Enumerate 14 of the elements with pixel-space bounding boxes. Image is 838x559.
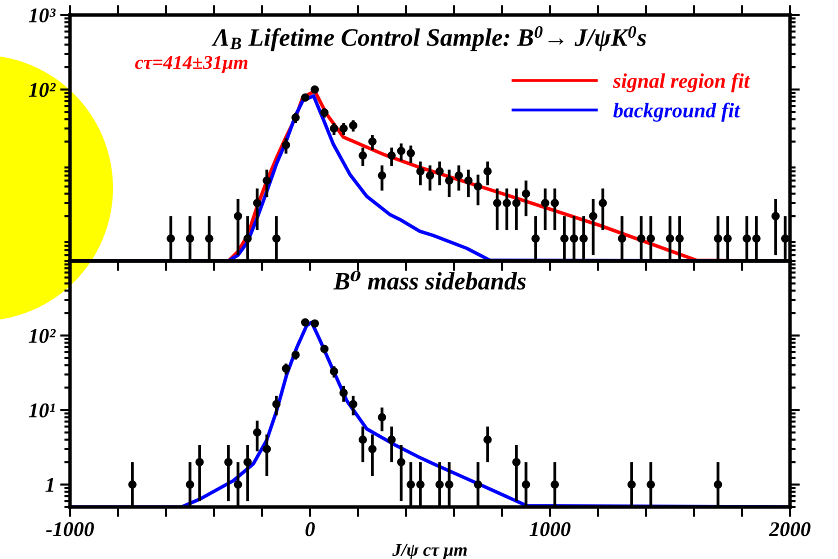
- y-tick-label: 10²: [28, 82, 56, 97]
- legend-label: signal region fit: [612, 73, 750, 92]
- x-tick-label: 0: [306, 522, 315, 536]
- chart-title: B⁰ mass sidebands: [333, 270, 526, 290]
- annotation: cτ=414±31μm: [135, 56, 248, 74]
- y-tick-label: 10²: [28, 328, 56, 343]
- chart-title: Λ$_{B}$ Lifetime Control Sample: B$^{0}$→ J/ψK$^{0}$s: [212, 26, 646, 52]
- x-tick-label: 2000: [768, 522, 810, 536]
- y-tick-label: 10¹: [28, 403, 55, 418]
- legend-label: background fit: [613, 102, 740, 122]
- x-tick-label: -1000: [46, 522, 94, 536]
- x-tick-label: 1000: [530, 522, 570, 536]
- y-tick-label: 10³: [28, 8, 56, 22]
- y-tick-label: 1: [45, 478, 54, 492]
